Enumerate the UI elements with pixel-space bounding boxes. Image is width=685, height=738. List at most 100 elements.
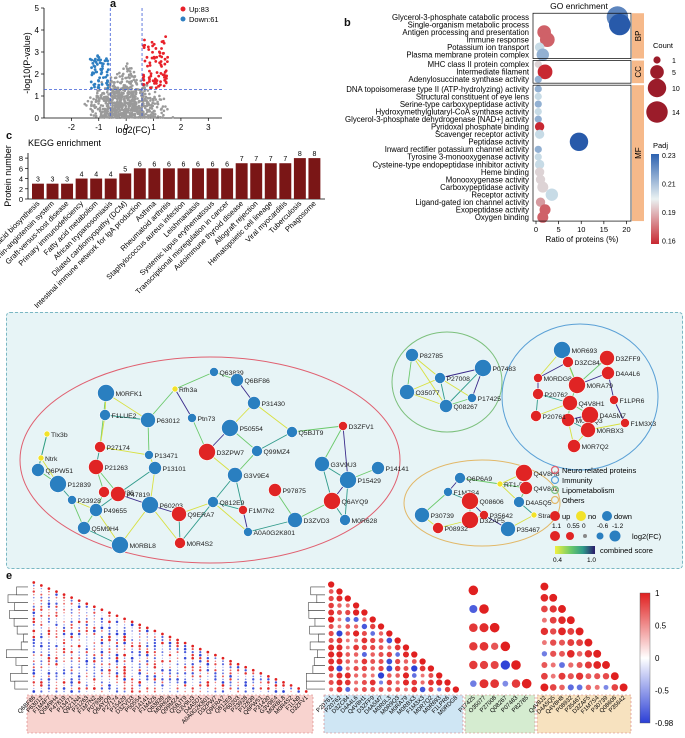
correlation-dot [500,641,511,652]
legend-fc-marker [609,530,621,542]
correlation-dot [411,659,417,664]
correlation-dot [93,639,95,641]
correlation-dot [40,672,42,674]
legend-fc-value: 1.1 [552,523,561,530]
correlation-dot [40,684,43,687]
correlation-dot [479,660,489,670]
network-node-label: P50554 [240,426,264,433]
correlation-dot [337,603,342,608]
correlation-dot [153,629,157,633]
volcano-point-ns [119,98,123,102]
network-edge [291,425,344,433]
x-tick-label: 3 [206,123,211,132]
correlation-dot [221,663,225,666]
correlation-dot [585,673,592,680]
correlation-dot [479,641,489,651]
correlation-dot [169,651,171,653]
go-term-label: Carboxypeptidase activity [440,183,529,192]
correlation-dot [93,666,96,669]
correlation-dot [229,669,232,672]
network-node-label: P21263 [105,465,129,472]
correlation-dot [78,654,80,656]
volcano-point-ns [141,104,144,108]
volcano-point-up [162,84,166,88]
legend-state-marker [576,511,586,521]
network-node [339,514,351,526]
correlation-dot [63,606,65,608]
correlation-dot [146,669,149,672]
volcano-point-up [157,50,161,54]
network-node-label: F1LPR6 [620,398,645,405]
correlation-dot [63,612,65,614]
correlation-dot [370,652,375,657]
legend-state-marker [602,511,612,521]
correlation-dot [63,690,65,693]
volcano-point-ns [122,67,125,71]
network-node-label: Q08606 [480,499,504,506]
neuro-cluster-outline [19,356,401,564]
volcano-point-ns [135,81,138,85]
correlation-dot [549,628,557,635]
network-node-label: P35467 [517,527,541,534]
correlation-dot [161,635,164,639]
correlation-dot [206,684,210,687]
correlation-dot [47,617,50,620]
network-node [97,384,115,402]
correlation-dot [386,658,393,665]
correlation-dot [244,672,247,675]
volcano-point-ns [126,87,129,91]
correlation-dot [199,690,202,693]
go-bubble [539,32,555,48]
correlation-dot [85,602,89,606]
network-node [99,409,111,421]
correlation-dot [78,636,80,638]
correlation-dot [176,672,179,675]
network-node [562,395,578,411]
correlation-dot [40,596,43,599]
correlation-dot [108,651,111,654]
correlation-dot [93,629,96,633]
correlation-dot [386,637,393,644]
color-legend-title: Padj [653,141,668,150]
correlation-dot [40,630,42,632]
correlation-dot [55,633,58,635]
volcano-point-down [106,79,109,83]
volcano-point-ns [109,81,112,85]
correlation-dot [206,650,210,654]
correlation-dot [199,684,202,687]
volcano-point-ns [171,116,175,119]
correlation-dot [452,686,459,693]
network-node [268,483,282,497]
correlation-dot [619,683,628,692]
correlation-dot [469,642,478,651]
correlation-dot [47,648,50,651]
volcano-point-up [155,71,159,74]
correlation-dot [328,679,334,686]
colorbar-tick-label: 0.19 [662,210,676,217]
correlation-dot [146,675,149,678]
go-term-label: Monooxygenase activity [446,175,529,184]
correlation-dot [183,672,187,675]
correlation-dot [576,684,583,691]
correlation-dot [184,675,186,677]
volcano-point-ns [133,105,137,109]
volcano-point-up [148,77,151,81]
heatmap-label-box [536,694,632,734]
volcano-point-ns [125,101,128,104]
correlation-dot [62,632,66,636]
correlation-dot [153,636,156,638]
correlation-dot [138,633,141,635]
correlation-dot [130,620,134,624]
correlation-dot [123,632,126,636]
correlation-dot [161,681,164,684]
volcano-point-ns [111,107,115,110]
correlation-dot [419,665,426,672]
correlation-dot [336,630,343,637]
correlation-dot [131,654,133,656]
correlation-dot [85,657,88,660]
go-bubble [537,181,549,193]
correlation-dot [32,605,35,608]
correlation-dot [48,593,50,596]
correlation-dot [93,663,96,666]
volcano-point-ns [150,111,154,114]
